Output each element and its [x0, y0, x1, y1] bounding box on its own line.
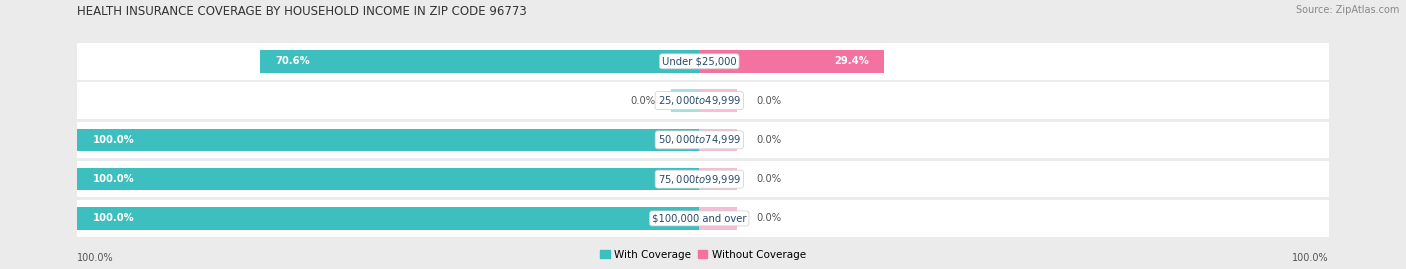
Text: 0.0%: 0.0%	[756, 213, 780, 224]
Text: 100.0%: 100.0%	[77, 253, 114, 263]
Legend: With Coverage, Without Coverage: With Coverage, Without Coverage	[596, 245, 810, 264]
Bar	[699, 207, 737, 230]
Text: 0.0%: 0.0%	[756, 135, 780, 145]
Bar	[77, 207, 699, 230]
Bar	[77, 129, 699, 151]
Text: Under $25,000: Under $25,000	[662, 56, 737, 66]
Text: 29.4%: 29.4%	[834, 56, 869, 66]
Text: Source: ZipAtlas.com: Source: ZipAtlas.com	[1295, 5, 1399, 15]
Bar	[699, 50, 884, 73]
Text: 100.0%: 100.0%	[93, 135, 135, 145]
Text: 100.0%: 100.0%	[1292, 253, 1329, 263]
Bar	[699, 129, 737, 151]
Bar	[260, 50, 699, 73]
Text: $75,000 to $99,999: $75,000 to $99,999	[658, 173, 741, 186]
Text: $50,000 to $74,999: $50,000 to $74,999	[658, 133, 741, 146]
Text: $25,000 to $49,999: $25,000 to $49,999	[658, 94, 741, 107]
Text: 0.0%: 0.0%	[756, 174, 780, 184]
Bar	[671, 89, 699, 112]
Bar	[699, 89, 737, 112]
Text: 100.0%: 100.0%	[93, 174, 135, 184]
Bar	[699, 168, 737, 190]
Text: 100.0%: 100.0%	[93, 213, 135, 224]
Text: $100,000 and over: $100,000 and over	[652, 213, 747, 224]
Bar	[77, 168, 699, 190]
Text: 0.0%: 0.0%	[756, 95, 780, 106]
Text: 70.6%: 70.6%	[276, 56, 311, 66]
Text: HEALTH INSURANCE COVERAGE BY HOUSEHOLD INCOME IN ZIP CODE 96773: HEALTH INSURANCE COVERAGE BY HOUSEHOLD I…	[77, 5, 527, 18]
Text: 0.0%: 0.0%	[630, 95, 655, 106]
